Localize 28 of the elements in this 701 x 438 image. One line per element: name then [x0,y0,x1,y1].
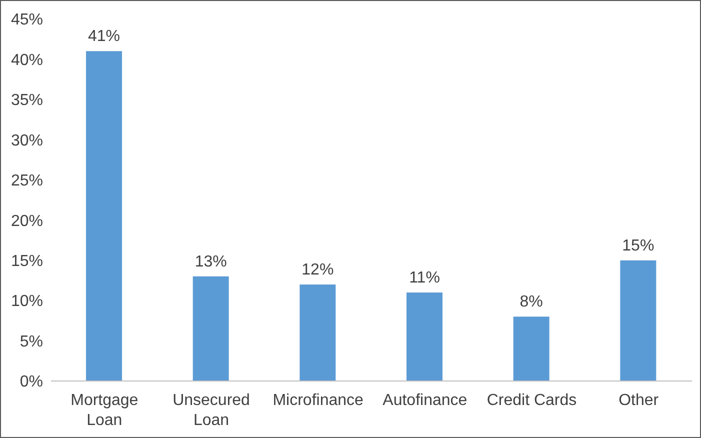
data-label: 8% [520,294,543,311]
y-tick-label: 30% [10,132,43,150]
x-tick-label: Unsecured Loan [172,392,250,429]
y-tick-label: 25% [10,172,43,190]
bar [192,276,229,381]
data-label: 41% [88,28,120,46]
y-tick-label: 15% [10,253,43,270]
y-tick-label: 10% [10,293,43,310]
bar [406,292,442,381]
x-tick-label: Mortgage Loan [70,392,138,429]
data-label: 11% [409,270,440,287]
bar [300,284,336,381]
bar [620,260,656,381]
data-label: 15% [622,237,654,254]
y-tick-label: 20% [10,212,43,230]
y-tick-label: 40% [10,52,43,69]
data-label: 12% [302,261,334,278]
y-tick-label: 45% [10,12,43,29]
x-tick-label: Microfinance [272,392,364,409]
bar [86,51,122,381]
data-label: 13% [194,253,227,270]
y-tick-label: 0% [20,374,43,391]
y-tick-label: 5% [20,333,43,350]
x-tick-label: Other [618,392,660,409]
bar [513,316,550,381]
y-tick-label: 35% [10,92,43,110]
x-tick-label: Credit Cards [486,392,577,409]
x-tick-label: Autofinance [382,392,468,409]
